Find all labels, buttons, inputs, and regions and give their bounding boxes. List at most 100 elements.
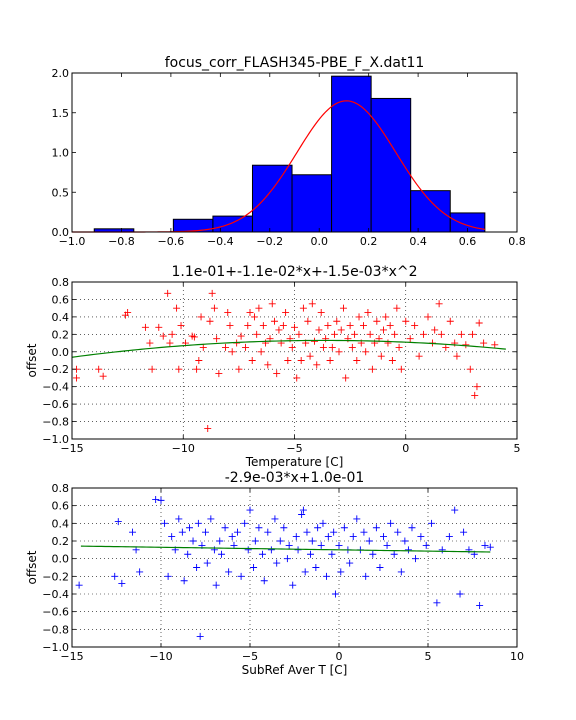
- data-point-8: [146, 339, 154, 347]
- data-point-86: [348, 343, 356, 351]
- subplot-2: −15 −10 −5 0 5 −1.0 −0.8 −0.6 −0.4 −0.2 0.0 0.2 0.4 0…: [25, 264, 521, 469]
- data-point-129: [475, 319, 483, 327]
- data-point-123: [457, 330, 465, 338]
- y-tick-label: −0.2: [42, 570, 69, 583]
- y-tick-label: 0.6: [52, 500, 70, 513]
- data-point-2: [111, 572, 119, 580]
- y-tick-label: 0.5: [52, 186, 70, 199]
- fit-line: [71, 339, 506, 358]
- data-point-119: [442, 343, 450, 351]
- histogram-bar-8: [370, 97, 412, 233]
- data-point-85: [380, 533, 387, 541]
- data-point-7: [136, 568, 144, 576]
- data-point-60: [291, 323, 298, 331]
- data-point-36: [235, 365, 243, 373]
- data-point-45: [257, 348, 265, 356]
- y-tick-label: 0.6: [52, 293, 70, 306]
- data-point-56: [282, 309, 290, 317]
- data-point-84: [376, 564, 384, 571]
- data-point-69: [311, 337, 319, 345]
- data-point-62: [312, 564, 320, 571]
- data-point-100: [445, 533, 453, 541]
- data-point-128: [473, 383, 481, 391]
- data-point-33: [226, 322, 234, 330]
- data-point-64: [299, 304, 307, 312]
- data-point-88: [390, 550, 398, 558]
- data-point-24: [199, 343, 207, 351]
- fit-line: [80, 545, 491, 553]
- data-point-130: [480, 339, 488, 347]
- data-point-63: [314, 524, 322, 532]
- data-point-98: [433, 599, 441, 607]
- data-point-70: [331, 590, 339, 598]
- data-point-95: [417, 533, 425, 541]
- data-point-44: [255, 304, 263, 312]
- data-point-97: [373, 317, 381, 325]
- y-tick-label: 0.2: [52, 535, 70, 548]
- data-point-92: [362, 348, 370, 356]
- x-tick-label: −5: [242, 650, 258, 663]
- data-point-104: [388, 357, 396, 364]
- data-point-43: [253, 330, 261, 338]
- data-point-80: [335, 348, 343, 356]
- data-point-30: [218, 550, 226, 558]
- x-tick-label: −0.6: [158, 235, 185, 248]
- data-point-89: [394, 528, 402, 536]
- data-point-93: [364, 309, 372, 317]
- data-point-77: [353, 515, 361, 523]
- x-tick-label: −0.2: [256, 235, 283, 248]
- data-point-40: [246, 309, 254, 317]
- x-tick-label: 0.2: [360, 235, 378, 248]
- data-point-107: [481, 541, 489, 549]
- data-point-3: [114, 518, 122, 526]
- data-point-52: [273, 370, 281, 378]
- data-point-76: [349, 533, 357, 541]
- data-point-124: [462, 341, 470, 349]
- x-tick-label: 0.8: [508, 235, 526, 248]
- data-point-32: [225, 568, 233, 576]
- y-tick-label: 0.4: [52, 311, 70, 324]
- data-point-75: [346, 559, 354, 567]
- data-point-97: [428, 519, 436, 527]
- data-point-79: [333, 317, 341, 325]
- y-tick-label: 0.8: [52, 482, 70, 495]
- y-tick-label: −0.6: [42, 398, 69, 411]
- data-point-93: [408, 524, 416, 532]
- data-point-53: [289, 581, 297, 589]
- data-point-46: [267, 546, 275, 554]
- y-tick-label: 0.0: [52, 553, 70, 566]
- chart-title: 1.1e-01+-1.1e-02*x+-1.5e-03*x^2: [171, 264, 417, 280]
- data-point-86: [383, 541, 391, 549]
- data-point-18: [185, 524, 193, 532]
- data-point-40: [250, 564, 258, 571]
- data-point-89: [355, 313, 363, 321]
- y-tick-label: 0.0: [52, 226, 70, 239]
- data-point-96: [422, 541, 430, 549]
- data-point-25: [203, 559, 211, 567]
- data-point-45: [264, 528, 272, 536]
- data-point-66: [304, 317, 312, 325]
- data-point-63: [297, 357, 305, 364]
- y-tick-label: 2.0: [52, 67, 70, 80]
- data-point-83: [372, 524, 380, 532]
- data-point-72: [337, 568, 345, 576]
- data-point-4: [99, 372, 107, 380]
- data-point-112: [415, 352, 423, 360]
- data-point-57: [284, 357, 292, 364]
- data-point-91: [401, 537, 409, 545]
- data-point-67: [306, 352, 314, 360]
- y-tick-label: 0.4: [52, 517, 70, 530]
- histogram-bar-5: [251, 164, 293, 233]
- data-point-87: [387, 519, 395, 527]
- x-axis-label: SubRef Aver T [C]: [242, 663, 348, 677]
- data-point-57: [299, 506, 307, 514]
- data-point-10: [161, 519, 169, 527]
- data-point-110: [406, 335, 414, 343]
- histogram-bar-9: [410, 190, 451, 233]
- chart-title: -2.9e-03*x+1.0e-01: [225, 470, 365, 486]
- data-point-9: [148, 365, 156, 373]
- data-point-11: [159, 332, 167, 340]
- data-point-26: [206, 317, 214, 325]
- data-point-102: [384, 339, 392, 347]
- data-point-70: [313, 361, 321, 369]
